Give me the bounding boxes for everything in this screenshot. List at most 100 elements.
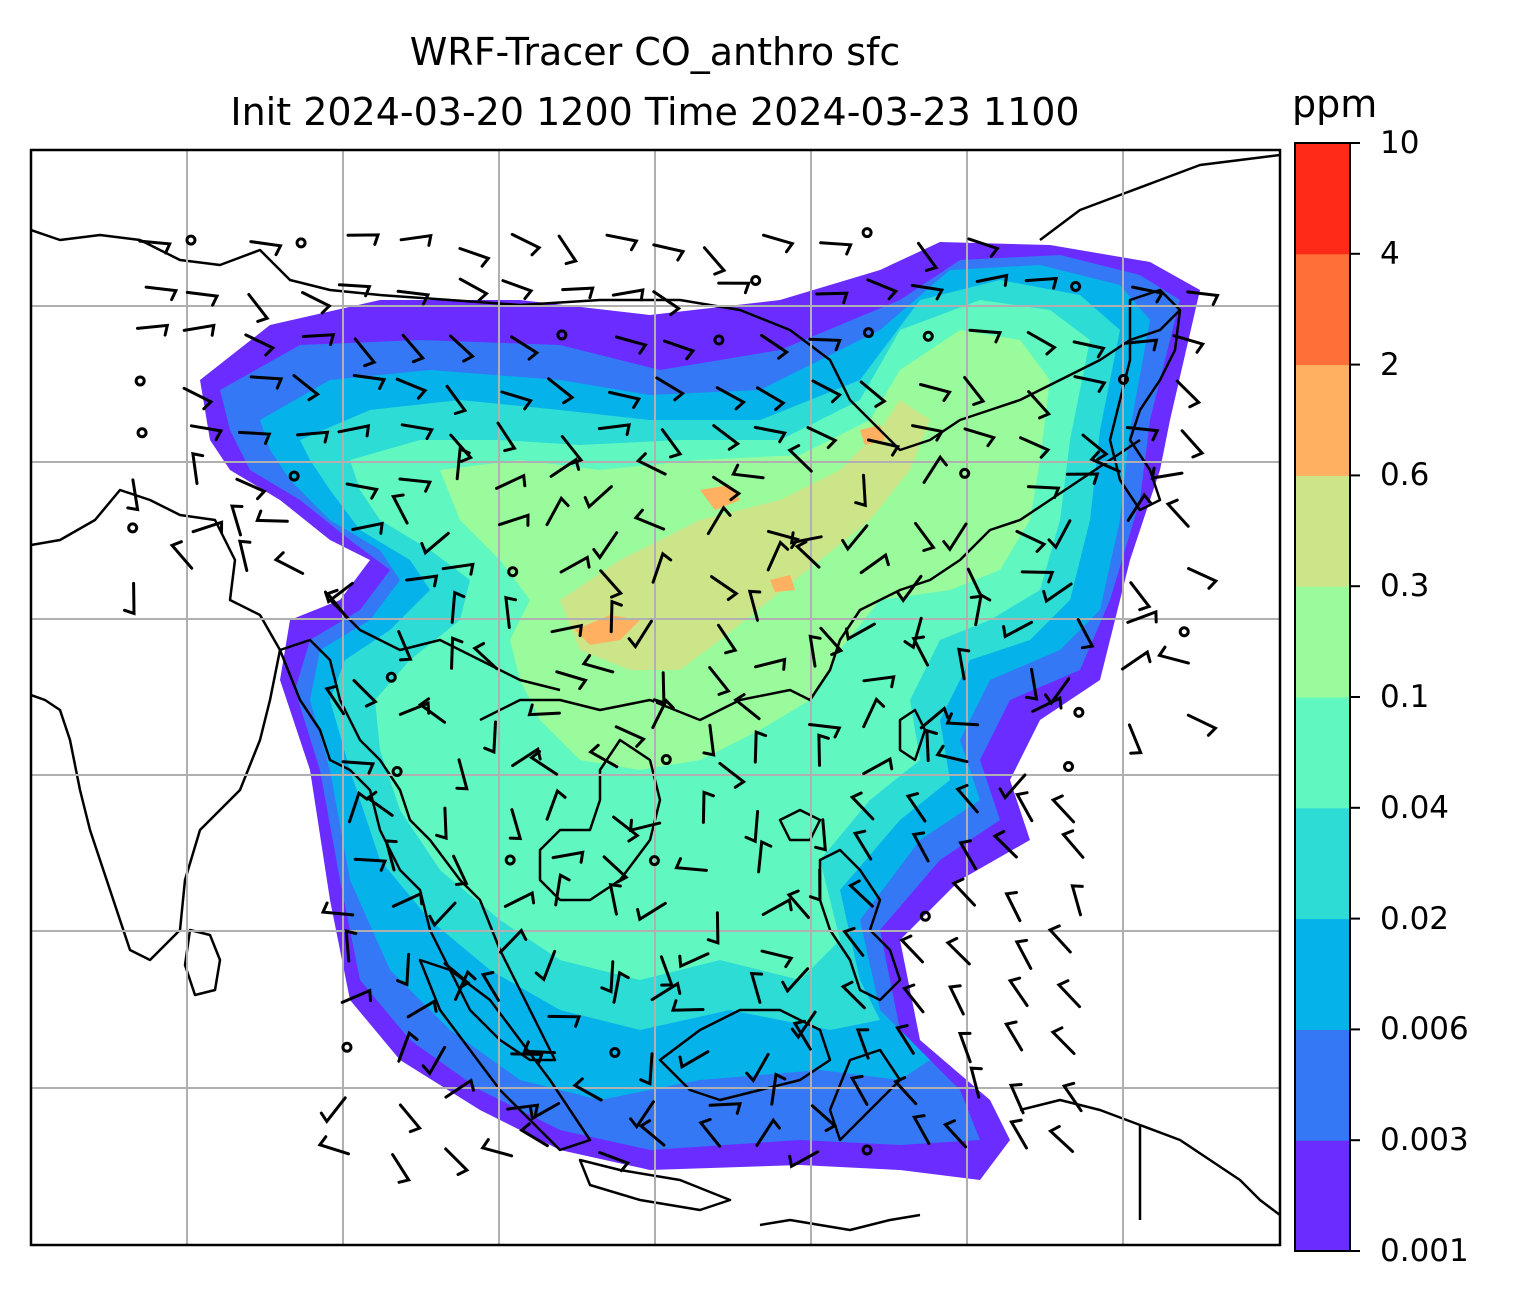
- wind-barb: [1026, 485, 1061, 499]
- wind-barb: [547, 1014, 582, 1028]
- wind-barb: [249, 375, 284, 390]
- wind-barb: [611, 288, 645, 302]
- wind-barb: [749, 971, 764, 1004]
- wind-barb: [1004, 891, 1022, 923]
- calm-wind-marker: [750, 274, 762, 286]
- wind-barb: [678, 1050, 710, 1070]
- wind-barb: [755, 386, 786, 411]
- wind-barb: [397, 1030, 419, 1063]
- wind-barb: [452, 854, 469, 886]
- wind-barb: [612, 815, 640, 843]
- wind-barb: [659, 955, 674, 987]
- wind-barb: [753, 425, 788, 444]
- wind-barb: [608, 882, 622, 916]
- colorbar-tick-label: 0.02: [1380, 900, 1450, 937]
- wind-barb: [319, 1096, 347, 1124]
- wind-barb: [781, 967, 810, 994]
- wind-barb: [454, 969, 477, 1001]
- wind-barb: [844, 622, 876, 642]
- coastline-sulawesi: [828, 1048, 902, 1142]
- wind-barb: [444, 1078, 475, 1099]
- wind-barb: [712, 475, 742, 502]
- wind-barb: [320, 901, 355, 917]
- colorbar-segment: [1295, 807, 1350, 920]
- wind-barb: [1125, 426, 1160, 442]
- colorbar-segment: [1295, 1140, 1350, 1252]
- wind-barb: [998, 773, 1027, 801]
- wind-barb: [483, 720, 497, 755]
- wind-barb: [1180, 429, 1205, 459]
- wind-barb: [417, 697, 447, 724]
- wind-barb: [529, 750, 559, 776]
- coastline-hainan: [778, 808, 822, 842]
- wind-barb: [1031, 695, 1063, 713]
- wind-barb: [398, 1103, 423, 1134]
- wind-barb: [808, 337, 842, 352]
- map-area: [31, 150, 1280, 1245]
- wind-barb: [747, 589, 762, 622]
- wind-barb: [348, 790, 369, 824]
- wind-barb: [191, 520, 224, 534]
- wind-barb: [975, 273, 1009, 287]
- wind-barb: [862, 756, 894, 776]
- wind-barb: [615, 335, 648, 355]
- wind-barb: [1025, 667, 1039, 701]
- wind-barb: [1002, 620, 1034, 639]
- coastline-mainland-se-asia: [278, 638, 557, 1062]
- wind-barb: [1175, 379, 1202, 409]
- wind-barb: [698, 1117, 722, 1148]
- wind-barb: [545, 495, 570, 527]
- calm-wind-marker: [391, 766, 403, 778]
- calm-wind-marker: [922, 330, 934, 342]
- wind-barb: [967, 237, 1000, 258]
- wind-barb: [910, 283, 945, 301]
- wind-barb: [957, 1031, 972, 1064]
- wind-barb: [992, 830, 1018, 859]
- wind-barb: [896, 574, 923, 603]
- field-layer-6: [560, 400, 930, 670]
- wind-barb: [744, 809, 760, 844]
- wind-barb: [968, 328, 1003, 344]
- wind-barb: [708, 1102, 743, 1115]
- wind-barb: [182, 386, 214, 411]
- wind-barb: [534, 949, 557, 982]
- wind-barb: [1070, 884, 1084, 917]
- coastline-new-guinea: [1019, 1098, 1280, 1216]
- wind-barb: [638, 1119, 666, 1147]
- wind-barb: [583, 485, 613, 510]
- wind-barb: [1050, 1026, 1076, 1055]
- wind-barb: [808, 723, 842, 739]
- wind-barb: [815, 291, 849, 305]
- wind-barb: [592, 531, 619, 561]
- concentration-field: [200, 242, 1200, 1180]
- wind-barb: [627, 619, 653, 650]
- wind-barb: [753, 729, 768, 764]
- wind-barb: [397, 630, 413, 662]
- calm-wind-marker: [1063, 761, 1075, 773]
- wind-barb: [1129, 581, 1152, 612]
- wind-barb: [674, 857, 708, 872]
- calm-wind-marker: [127, 522, 139, 534]
- wind-barb: [352, 679, 378, 708]
- wind-barb: [849, 791, 875, 821]
- wind-barb: [395, 377, 428, 400]
- calm-wind-marker: [288, 470, 300, 482]
- wind-barb: [237, 539, 252, 572]
- colorbar-segment: [1295, 697, 1350, 809]
- wind-barb: [922, 454, 948, 484]
- wind-barb: [1020, 570, 1055, 584]
- wind-barb: [547, 377, 575, 405]
- wind-barb: [951, 877, 976, 907]
- wind-barb: [561, 286, 595, 300]
- calm-wind-marker: [1178, 626, 1190, 638]
- wind-barb: [702, 246, 727, 276]
- calm-wind-marker: [862, 327, 874, 339]
- wind-barb: [301, 291, 332, 315]
- wind-barb: [391, 493, 409, 525]
- colorbar-segment: [1295, 586, 1350, 698]
- wind-barb: [841, 524, 869, 552]
- wind-barbs: [123, 227, 1220, 1184]
- wind-barb: [789, 531, 823, 545]
- wind-barb: [1015, 529, 1047, 553]
